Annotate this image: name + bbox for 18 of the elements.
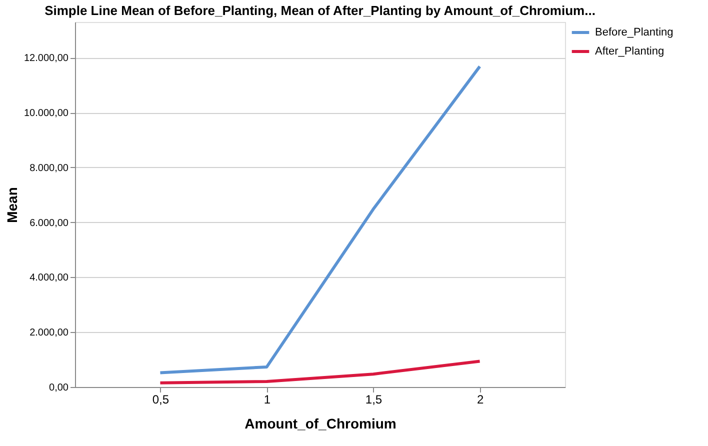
line-series — [158, 360, 482, 384]
y-tick-label: 2.000,00 — [30, 328, 69, 339]
y-tick-label: 6.000,00 — [30, 218, 69, 229]
x-tick-label: 1 — [264, 392, 271, 406]
legend-label: After_Planting — [595, 46, 664, 58]
y-axis-title: Mean — [4, 187, 20, 223]
x-tick-label: 0,5 — [152, 392, 170, 406]
y-tick-label: 10.000,00 — [24, 108, 69, 120]
chart-title: Simple Line Mean of Before_Planting, Mean of After_Planting by Amount_of_Chromium... — [44, 3, 596, 18]
x-axis-title: Amount_of_Chromium — [244, 416, 396, 432]
y-tick-label: 8.000,00 — [30, 162, 69, 174]
y-tick-label: 0,00 — [49, 382, 69, 394]
x-tick-label: 1,5 — [365, 392, 382, 406]
x-tick-label: 2 — [476, 392, 484, 406]
legend-label: Before_Planting — [595, 26, 674, 38]
y-tick-label: 12.000,00 — [24, 53, 69, 64]
y-tick-label: 4.000,00 — [30, 272, 69, 284]
line-series — [158, 64, 482, 374]
